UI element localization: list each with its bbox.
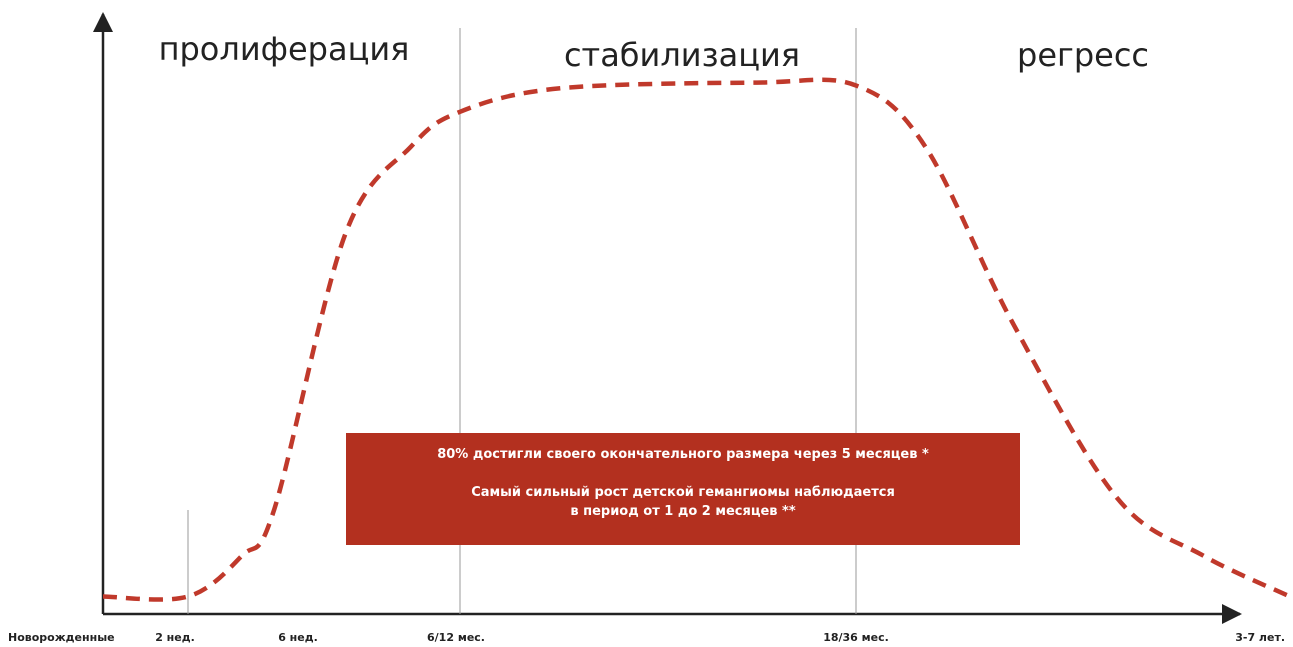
annotation-line-1: 80% достигли своего окончательного разме… [437,447,929,462]
tick-label-3-7-years: 3-7 лет. [1235,631,1285,644]
annotation-box: 80% достигли своего окончательного разме… [346,433,1020,545]
phase-label-proliferation: пролиферация [159,30,410,68]
tick-label-18-36-months: 18/36 мес. [823,631,889,644]
phase-label-regression: регресс [1017,36,1149,74]
tick-label-6-12-months: 6/12 мес. [427,631,485,644]
tick-label-newborn: Новорожденные [8,631,115,644]
phase-label-stabilization: стабилизация [564,36,800,74]
annotation-line-2: Самый сильный рост детской гемангиомы на… [471,485,895,500]
series-line-growth [102,77,1291,602]
tick-label-2-weeks: 2 нед. [155,631,195,644]
tick-label-6-weeks: 6 нед. [278,631,318,644]
annotation-line-3: в период от 1 до 2 месяцев ** [570,504,796,519]
